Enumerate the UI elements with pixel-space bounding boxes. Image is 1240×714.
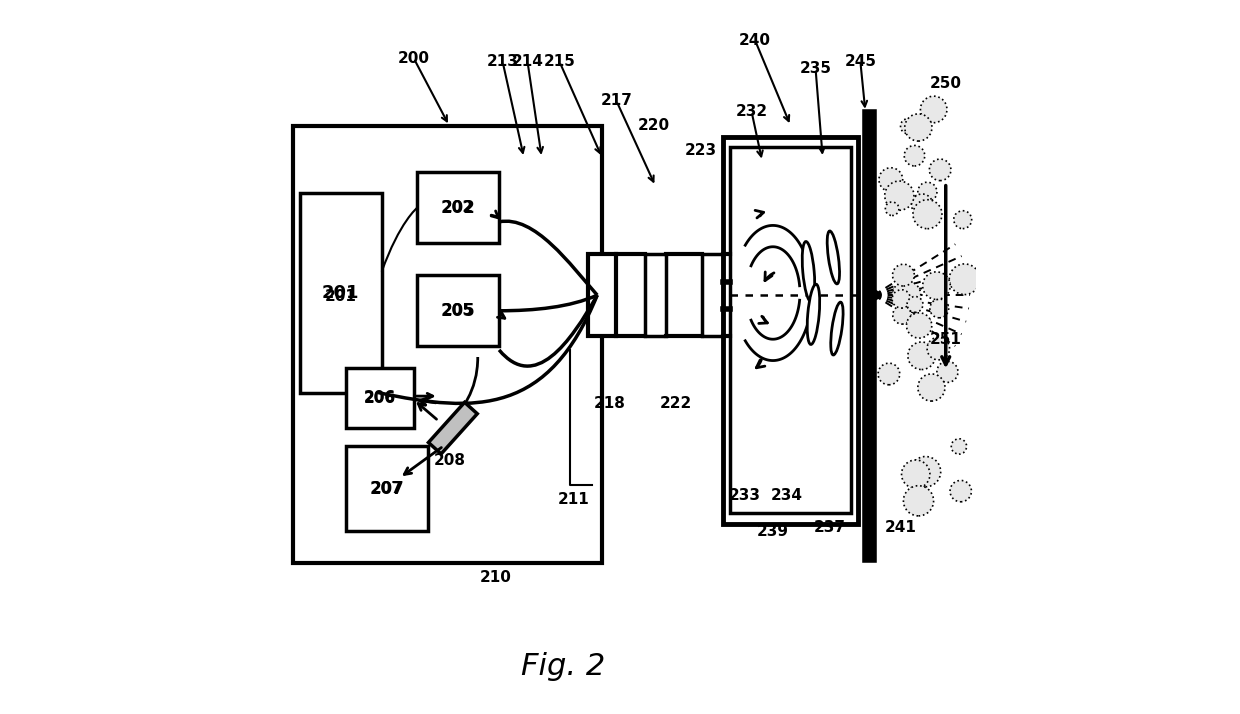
Ellipse shape [827, 231, 839, 284]
Circle shape [893, 264, 914, 286]
Circle shape [892, 290, 910, 308]
Circle shape [930, 299, 949, 318]
Text: 250: 250 [930, 76, 962, 91]
Text: 202: 202 [441, 198, 476, 216]
Circle shape [910, 456, 941, 487]
Circle shape [908, 342, 935, 370]
Circle shape [904, 146, 925, 166]
Text: 215: 215 [543, 54, 575, 69]
Bar [866, 111, 874, 560]
Text: 239: 239 [756, 524, 789, 539]
Circle shape [901, 460, 930, 488]
Text: 232: 232 [735, 104, 768, 119]
Circle shape [869, 290, 879, 300]
Circle shape [906, 313, 931, 338]
Bar [346, 446, 428, 531]
Text: 205: 205 [441, 303, 474, 318]
Text: 210: 210 [480, 570, 511, 585]
Text: 220: 220 [639, 119, 670, 134]
Circle shape [923, 272, 950, 299]
Circle shape [918, 374, 945, 401]
Ellipse shape [802, 241, 815, 302]
Circle shape [928, 338, 950, 360]
Text: 223: 223 [684, 144, 717, 159]
Circle shape [904, 486, 934, 516]
Text: Fig. 2: Fig. 2 [521, 652, 605, 681]
Ellipse shape [831, 302, 843, 355]
Bar [293, 126, 603, 563]
Bar [346, 368, 414, 428]
Circle shape [908, 296, 923, 313]
Circle shape [905, 114, 932, 141]
Circle shape [913, 200, 942, 228]
Circle shape [879, 168, 903, 191]
Text: 206: 206 [363, 391, 396, 406]
Text: 218: 218 [594, 396, 625, 411]
Bar [429, 402, 477, 454]
Circle shape [920, 96, 947, 123]
Circle shape [918, 182, 937, 201]
Circle shape [884, 181, 914, 210]
Text: 237: 237 [813, 521, 846, 536]
Circle shape [937, 361, 959, 383]
Text: 211: 211 [558, 492, 590, 507]
Text: 201: 201 [322, 284, 360, 302]
Text: 251: 251 [930, 332, 962, 347]
Text: 241: 241 [885, 521, 916, 536]
Text: 245: 245 [844, 54, 877, 69]
Text: 207: 207 [371, 481, 403, 496]
Ellipse shape [807, 284, 820, 344]
Circle shape [929, 159, 951, 181]
Text: 206: 206 [363, 391, 396, 406]
Bar [730, 147, 851, 513]
Bar [418, 172, 498, 243]
Bar [702, 254, 723, 336]
Text: 217: 217 [600, 94, 632, 109]
Circle shape [893, 281, 921, 309]
Text: 235: 235 [800, 61, 832, 76]
Circle shape [878, 363, 900, 385]
Text: 240: 240 [739, 33, 771, 48]
Circle shape [950, 481, 971, 502]
Circle shape [954, 211, 972, 228]
Circle shape [951, 439, 967, 454]
Text: 205: 205 [441, 302, 475, 320]
Bar [418, 275, 498, 346]
Text: 234: 234 [771, 488, 804, 503]
Text: 213: 213 [487, 54, 518, 69]
Circle shape [885, 202, 899, 216]
Circle shape [911, 194, 932, 216]
Text: 207: 207 [370, 480, 404, 498]
Bar [300, 193, 382, 393]
Text: 200: 200 [398, 51, 430, 66]
Text: 214: 214 [512, 54, 543, 69]
Bar [723, 136, 858, 524]
Circle shape [950, 264, 980, 295]
Text: 208: 208 [433, 453, 465, 468]
Circle shape [893, 306, 911, 324]
Text: 233: 233 [728, 488, 760, 503]
Circle shape [900, 119, 916, 134]
Text: 222: 222 [660, 396, 692, 411]
Bar [645, 254, 666, 336]
Circle shape [911, 194, 929, 211]
Text: 201: 201 [325, 289, 356, 304]
Text: 202: 202 [441, 200, 474, 215]
Bar [588, 254, 616, 336]
